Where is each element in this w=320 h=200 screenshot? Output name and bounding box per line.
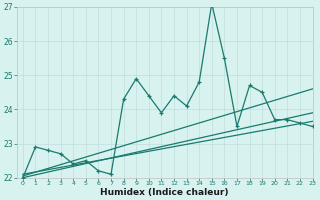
X-axis label: Humidex (Indice chaleur): Humidex (Indice chaleur)	[100, 188, 229, 197]
